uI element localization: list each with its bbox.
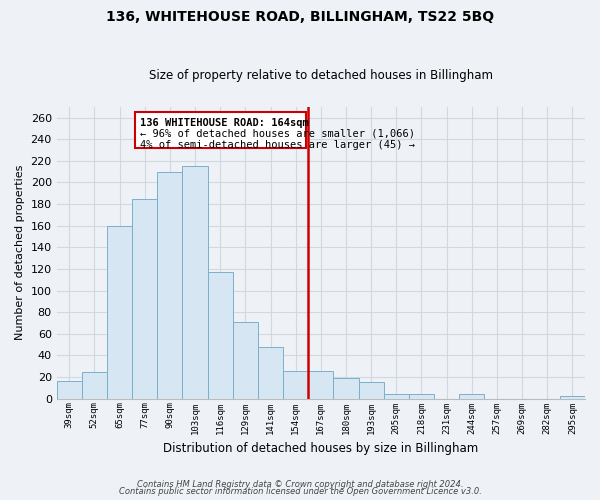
Text: 4% of semi-detached houses are larger (45) →: 4% of semi-detached houses are larger (4… — [140, 140, 415, 150]
Bar — [56, 382, 82, 398]
Bar — [132, 198, 157, 398]
Y-axis label: Number of detached properties: Number of detached properties — [15, 165, 25, 340]
Bar — [308, 370, 334, 398]
X-axis label: Distribution of detached houses by size in Billingham: Distribution of detached houses by size … — [163, 442, 478, 455]
Bar — [283, 370, 308, 398]
Bar — [107, 226, 132, 398]
Bar — [384, 394, 409, 398]
Title: Size of property relative to detached houses in Billingham: Size of property relative to detached ho… — [149, 69, 493, 82]
Bar — [208, 272, 233, 398]
Bar — [157, 172, 182, 398]
Bar — [409, 394, 434, 398]
Text: Contains HM Land Registry data © Crown copyright and database right 2024.: Contains HM Land Registry data © Crown c… — [137, 480, 463, 489]
Bar — [459, 394, 484, 398]
Bar — [359, 382, 384, 398]
Bar — [334, 378, 359, 398]
FancyBboxPatch shape — [134, 112, 306, 148]
Text: 136, WHITEHOUSE ROAD, BILLINGHAM, TS22 5BQ: 136, WHITEHOUSE ROAD, BILLINGHAM, TS22 5… — [106, 10, 494, 24]
Text: Contains public sector information licensed under the Open Government Licence v3: Contains public sector information licen… — [119, 487, 481, 496]
Bar — [82, 372, 107, 398]
Bar — [233, 322, 258, 398]
Text: ← 96% of detached houses are smaller (1,066): ← 96% of detached houses are smaller (1,… — [140, 129, 415, 139]
Bar — [258, 347, 283, 399]
Bar — [560, 396, 585, 398]
Bar — [182, 166, 208, 398]
Text: 136 WHITEHOUSE ROAD: 164sqm: 136 WHITEHOUSE ROAD: 164sqm — [140, 118, 308, 128]
